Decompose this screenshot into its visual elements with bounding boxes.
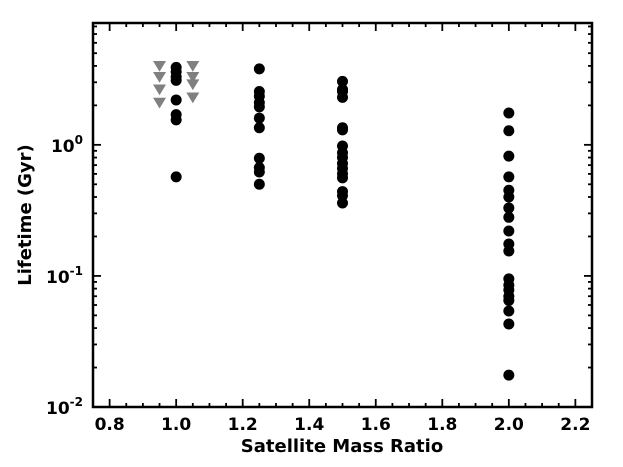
x-tick-label: 2.2 xyxy=(560,415,590,435)
data-point-circle xyxy=(503,318,515,330)
data-point-circle xyxy=(253,101,265,113)
x-axis-label: Satellite Mass Ratio xyxy=(241,436,443,457)
y-tick-label: 100 xyxy=(51,133,83,157)
data-point-triangle xyxy=(186,61,200,72)
x-tick-label: 1.2 xyxy=(228,415,258,435)
data-point-circle xyxy=(503,211,515,223)
data-point-circle xyxy=(253,63,265,75)
data-point-circle xyxy=(503,245,515,257)
data-point-triangle xyxy=(186,71,200,83)
plot-frame xyxy=(91,21,594,409)
data-point-circle xyxy=(337,124,348,136)
data-point-circle xyxy=(503,305,515,317)
y-tick-label: 10-1 xyxy=(46,264,83,288)
data-point-circle xyxy=(337,91,348,103)
x-tick-label: 1.8 xyxy=(427,415,457,435)
data-point-triangle xyxy=(186,92,200,104)
data-point-circle xyxy=(170,171,182,183)
data-point-circle xyxy=(253,112,265,124)
data-point-triangle xyxy=(153,71,167,83)
y-axis-label: Lifetime (Gyr) xyxy=(15,144,36,286)
data-point-circle xyxy=(253,152,265,164)
data-point-circle xyxy=(503,191,515,203)
data-point-circle xyxy=(337,172,348,184)
data-point-circle xyxy=(170,114,182,126)
x-tick-label: 1.0 xyxy=(161,415,191,435)
data-point-circle xyxy=(503,171,515,183)
y-tick-labels: 10-2 10-1 100 xyxy=(46,133,83,419)
data-point-circle xyxy=(503,107,515,119)
x-tick-label: 2.0 xyxy=(494,415,524,435)
data-point-circle xyxy=(170,94,182,106)
x-tick-label: 1.4 xyxy=(294,415,324,435)
data-point-circle xyxy=(503,202,515,214)
data-point-circle xyxy=(503,294,515,306)
x-tick-labels: 0.8 1.0 1.2 1.4 1.6 1.8 2.0 2.2 xyxy=(95,415,591,435)
data-point-circle xyxy=(253,122,265,134)
data-point-circle xyxy=(337,75,348,87)
data-point-triangle xyxy=(153,61,167,72)
x-tick-label: 0.8 xyxy=(95,415,125,435)
data-point-circle xyxy=(170,74,182,86)
data-point-circle xyxy=(253,178,265,190)
data-point-circle xyxy=(503,125,515,137)
data-point-triangle xyxy=(153,84,167,96)
y-tick-label: 10-2 xyxy=(46,395,83,419)
data-point-triangle xyxy=(186,79,200,91)
data-point-circle xyxy=(503,225,515,237)
data-point-circle xyxy=(337,197,348,209)
x-tick-label: 1.6 xyxy=(361,415,391,435)
data-point-circle xyxy=(253,166,265,178)
plot-marks xyxy=(153,61,515,381)
data-point-circle xyxy=(503,369,515,381)
data-point-triangle xyxy=(153,97,167,109)
data-point-circle xyxy=(503,150,515,162)
